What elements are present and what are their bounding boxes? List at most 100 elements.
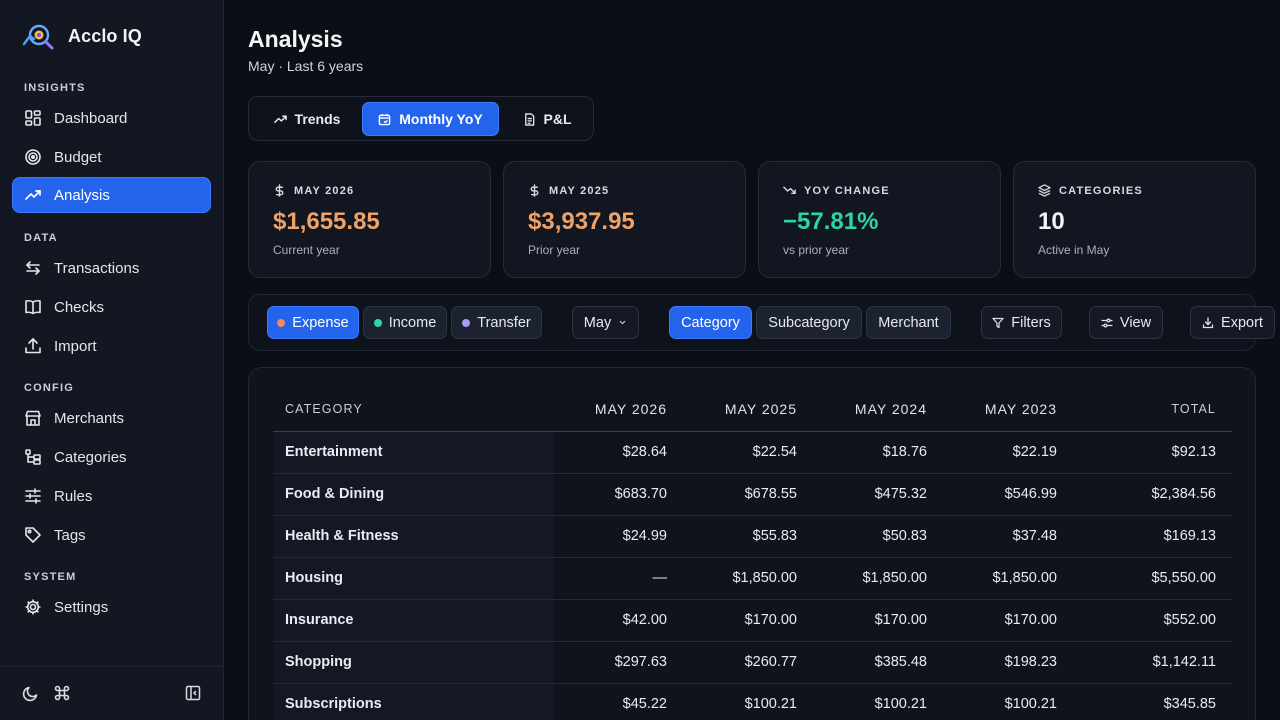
group-by-merchant[interactable]: Merchant [866, 306, 951, 339]
sidebar-item-label: Checks [54, 298, 105, 316]
upload-icon [25, 338, 41, 354]
cell-category: Food & Dining [273, 473, 553, 516]
column-header-may-2026[interactable]: MAY 2026 [553, 388, 683, 432]
sidebar-item-label: Analysis [54, 186, 110, 204]
cell-amount: $55.83 [683, 515, 813, 558]
table-row[interactable]: Entertainment $28.64 $22.54 $18.76 $22.1… [273, 431, 1232, 474]
card-label: CATEGORIES [1038, 184, 1143, 197]
sidebar-item-label: Rules [54, 487, 93, 505]
filter-icon [992, 317, 1004, 328]
sidebar: Acclo IQ INSIGHTS Dashboard Budget Analy… [0, 0, 224, 720]
table-row[interactable]: Shopping $297.63 $260.77 $385.48 $198.23… [273, 641, 1232, 684]
sidebar-item-categories[interactable]: Categories [12, 439, 211, 475]
dollar-icon [530, 184, 539, 197]
section-label-data: DATA [24, 232, 58, 244]
button-label: Filters [1011, 314, 1051, 331]
sliders-icon [25, 488, 41, 504]
cell-amount: $170.00 [813, 599, 943, 642]
tree-icon [25, 449, 41, 465]
type-expense-toggle[interactable]: Expense [267, 306, 359, 339]
card-subtext: Active in May [1038, 243, 1110, 257]
table-row[interactable]: Food & Dining $683.70 $678.55 $475.32 $5… [273, 473, 1232, 516]
filter-toolbar: Expense Income Transfer May Category Sub… [248, 294, 1275, 351]
cell-total: $345.85 [1073, 683, 1232, 720]
sidebar-item-merchants[interactable]: Merchants [12, 400, 211, 436]
tab-pl[interactable]: P&L [511, 102, 583, 136]
book-icon [25, 299, 41, 315]
sidebar-item-import[interactable]: Import [12, 328, 211, 364]
chip-label: Transfer [477, 314, 531, 331]
card-value: $1,655.85 [273, 208, 380, 235]
moon-icon[interactable] [22, 684, 40, 702]
summary-card-yoy-change: YOY CHANGE −57.81% vs prior year [758, 161, 1001, 278]
tab-monthly-yoy[interactable]: Monthly YoY [362, 102, 499, 136]
target-icon [25, 149, 41, 165]
store-icon [25, 410, 41, 426]
type-income-toggle[interactable]: Income [363, 306, 447, 339]
chevron-down-icon [619, 320, 626, 325]
cell-amount: $24.99 [553, 515, 683, 558]
cell-category: Shopping [273, 641, 553, 684]
collapse-sidebar-icon[interactable] [184, 684, 202, 702]
column-header-may-2023[interactable]: MAY 2023 [943, 388, 1073, 432]
group-by-category[interactable]: Category [669, 306, 752, 339]
table-row[interactable]: Housing — $1,850.00 $1,850.00 $1,850.00 … [273, 557, 1232, 600]
summary-card-current: MAY 2026 $1,655.85 Current year [248, 161, 491, 278]
cell-amount: $1,850.00 [683, 557, 813, 600]
sidebar-item-checks[interactable]: Checks [12, 289, 211, 325]
card-subtext: Prior year [528, 243, 581, 257]
filters-button[interactable]: Filters [981, 306, 1062, 339]
sidebar-item-tags[interactable]: Tags [12, 517, 211, 553]
sidebar-item-label: Merchants [54, 409, 125, 427]
sidebar-item-budget[interactable]: Budget [12, 139, 211, 175]
card-value: $3,937.95 [528, 208, 635, 235]
income-dot-icon [373, 318, 382, 327]
cell-amount: $170.00 [943, 599, 1073, 642]
cell-amount: $18.76 [813, 431, 943, 474]
sidebar-item-settings[interactable]: Settings [12, 589, 211, 625]
section-label-config: CONFIG [24, 382, 74, 394]
view-button[interactable]: View [1089, 306, 1163, 339]
card-label-text: MAY 2026 [294, 184, 355, 197]
table-row[interactable]: Health & Fitness $24.99 $55.83 $50.83 $3… [273, 515, 1232, 558]
sidebar-item-label: Dashboard [54, 109, 128, 127]
chip-label: Expense [292, 314, 349, 331]
type-transfer-toggle[interactable]: Transfer [451, 306, 542, 339]
column-header-total[interactable]: TOTAL [1073, 388, 1232, 432]
export-button[interactable]: Export [1190, 306, 1275, 339]
column-header-category[interactable]: CATEGORY [273, 388, 553, 432]
page-title: Analysis [248, 26, 343, 52]
column-header-may-2024[interactable]: MAY 2024 [813, 388, 943, 432]
sidebar-item-label: Budget [54, 148, 102, 166]
view-tabs: Trends Monthly YoY P&L [248, 96, 594, 141]
chip-label: Category [681, 314, 740, 331]
cell-amount: $546.99 [943, 473, 1073, 516]
cell-amount: $28.64 [553, 431, 683, 474]
brand[interactable]: Acclo IQ [22, 22, 142, 50]
sidebar-item-dashboard[interactable]: Dashboard [12, 100, 211, 136]
cell-total: $169.13 [1073, 515, 1232, 558]
cell-category: Entertainment [273, 431, 553, 474]
sidebar-item-analysis[interactable]: Analysis [12, 177, 211, 213]
table-header-row: CATEGORY MAY 2026 MAY 2025 MAY 2024 MAY … [273, 388, 1232, 432]
command-icon[interactable] [53, 684, 71, 702]
card-label: YOY CHANGE [783, 184, 890, 197]
table-row[interactable]: Insurance $42.00 $170.00 $170.00 $170.00… [273, 599, 1232, 642]
sidebar-item-rules[interactable]: Rules [12, 478, 211, 514]
arrows-swap-icon [26, 261, 40, 275]
card-subtext: Current year [273, 243, 340, 257]
table-row[interactable]: Subscriptions $45.22 $100.21 $100.21 $10… [273, 683, 1232, 720]
sidebar-item-transactions[interactable]: Transactions [12, 250, 211, 286]
cell-amount: $170.00 [683, 599, 813, 642]
summary-card-prior: MAY 2025 $3,937.95 Prior year [503, 161, 746, 278]
cell-total: $552.00 [1073, 599, 1232, 642]
sidebar-footer [0, 666, 223, 720]
acclo-logo-icon [22, 24, 54, 50]
sidebar-item-label: Transactions [54, 259, 140, 277]
group-by-subcategory[interactable]: Subcategory [756, 306, 862, 339]
cell-total: $1,142.11 [1073, 641, 1232, 684]
tab-trends[interactable]: Trends [262, 102, 352, 136]
sidebar-item-label: Tags [54, 526, 86, 544]
column-header-may-2025[interactable]: MAY 2025 [683, 388, 813, 432]
month-select[interactable]: May [572, 306, 639, 339]
